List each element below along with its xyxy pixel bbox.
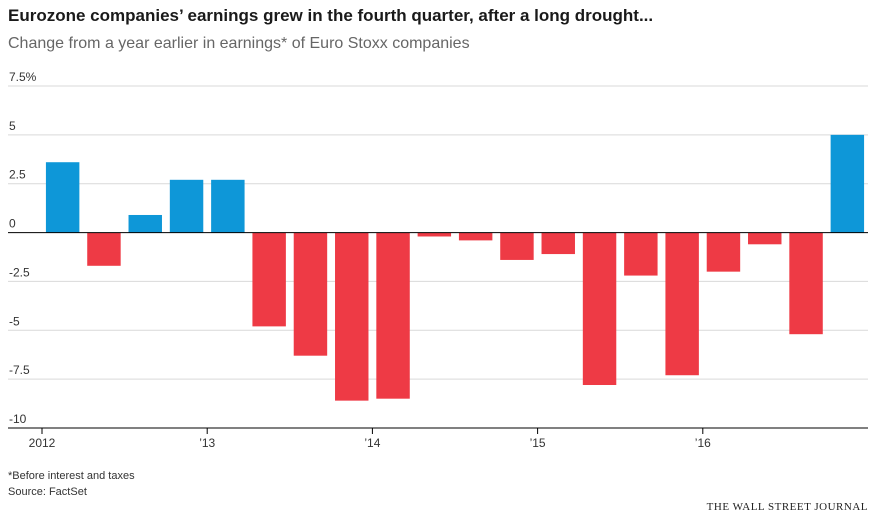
- bar-q1-2016: [706, 232, 741, 272]
- bar-q1-2012: [45, 162, 80, 233]
- bar-q3-2012: [128, 214, 162, 233]
- bar-q2-2013: [252, 232, 286, 327]
- bar-q4-2013: [335, 232, 369, 401]
- bar-q1-2013: [211, 179, 245, 233]
- y-tick-label: 2.5: [9, 168, 26, 182]
- y-tick-label: -10: [9, 412, 27, 426]
- y-tick-label: -2.5: [9, 265, 30, 279]
- bar-q2-2016: [748, 232, 782, 245]
- x-tick-label: ’16: [695, 436, 711, 450]
- x-tick-label: ’14: [364, 436, 380, 450]
- bar-q2-2012: [87, 232, 121, 266]
- publisher-credit: THE WALL STREET JOURNAL: [706, 501, 868, 513]
- bar-q3-2016: [789, 232, 823, 335]
- footnote-note: *Before interest and taxes: [8, 470, 135, 482]
- bar-q4-2016: [830, 134, 865, 233]
- y-axis-labels: 7.5% 5 2.5 0 -2.5 -5 -7.5 -10: [9, 70, 37, 426]
- y-tick-label: 5: [9, 119, 16, 133]
- chart-title: Eurozone companies’ earnings grew in the…: [8, 6, 654, 25]
- chart-subtitle: Change from a year earlier in earnings* …: [8, 35, 470, 52]
- y-tick-label: 7.5%: [9, 70, 37, 84]
- bars: [45, 134, 865, 401]
- bar-q3-2013: [293, 232, 328, 356]
- bar-q3-2015: [624, 232, 658, 276]
- x-tick-label: 2012: [29, 436, 56, 450]
- source-note: Source: FactSet: [8, 486, 87, 498]
- bar-q3-2014: [458, 232, 493, 241]
- x-tick-label: ’13: [199, 436, 215, 450]
- bar-q4-2014: [500, 232, 534, 260]
- y-tick-label: 0: [9, 217, 16, 231]
- y-tick-label: -7.5: [9, 363, 30, 377]
- bar-q4-2015: [665, 232, 699, 376]
- bar-q1-2014: [376, 232, 410, 399]
- footnote: *Before interest and taxes Source: FactS…: [8, 468, 135, 500]
- bar-q4-2012: [169, 179, 204, 233]
- x-tick-label: ’15: [530, 436, 546, 450]
- y-tick-label: -5: [9, 314, 20, 328]
- bar-q1-2015: [541, 232, 575, 255]
- bar-q2-2014: [417, 232, 452, 237]
- bar-q2-2015: [582, 232, 617, 386]
- x-axis: 2012 ’13 ’14 ’15 ’16: [8, 427, 868, 450]
